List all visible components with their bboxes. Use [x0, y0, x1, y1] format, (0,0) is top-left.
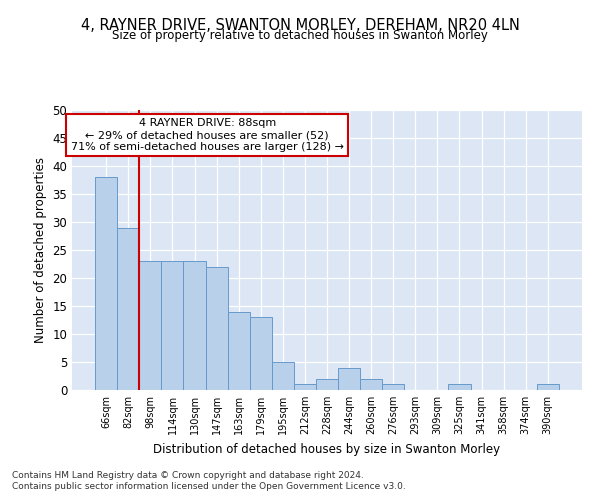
- Bar: [206, 267, 227, 390]
- Bar: [316, 379, 338, 390]
- Bar: [360, 379, 382, 390]
- Bar: [338, 368, 360, 390]
- Text: Contains HM Land Registry data © Crown copyright and database right 2024.: Contains HM Land Registry data © Crown c…: [12, 470, 364, 480]
- Bar: [294, 384, 316, 390]
- Bar: [227, 312, 250, 390]
- Bar: [139, 261, 161, 390]
- Bar: [537, 384, 559, 390]
- Bar: [117, 228, 139, 390]
- Text: Contains public sector information licensed under the Open Government Licence v3: Contains public sector information licen…: [12, 482, 406, 491]
- Text: 4, RAYNER DRIVE, SWANTON MORLEY, DEREHAM, NR20 4LN: 4, RAYNER DRIVE, SWANTON MORLEY, DEREHAM…: [80, 18, 520, 32]
- Bar: [272, 362, 294, 390]
- Text: Size of property relative to detached houses in Swanton Morley: Size of property relative to detached ho…: [112, 29, 488, 42]
- Bar: [382, 384, 404, 390]
- Bar: [250, 317, 272, 390]
- Y-axis label: Number of detached properties: Number of detached properties: [34, 157, 47, 343]
- Bar: [161, 261, 184, 390]
- X-axis label: Distribution of detached houses by size in Swanton Morley: Distribution of detached houses by size …: [154, 442, 500, 456]
- Bar: [184, 261, 206, 390]
- Bar: [448, 384, 470, 390]
- Bar: [95, 177, 117, 390]
- Text: 4 RAYNER DRIVE: 88sqm
← 29% of detached houses are smaller (52)
71% of semi-deta: 4 RAYNER DRIVE: 88sqm ← 29% of detached …: [71, 118, 344, 152]
